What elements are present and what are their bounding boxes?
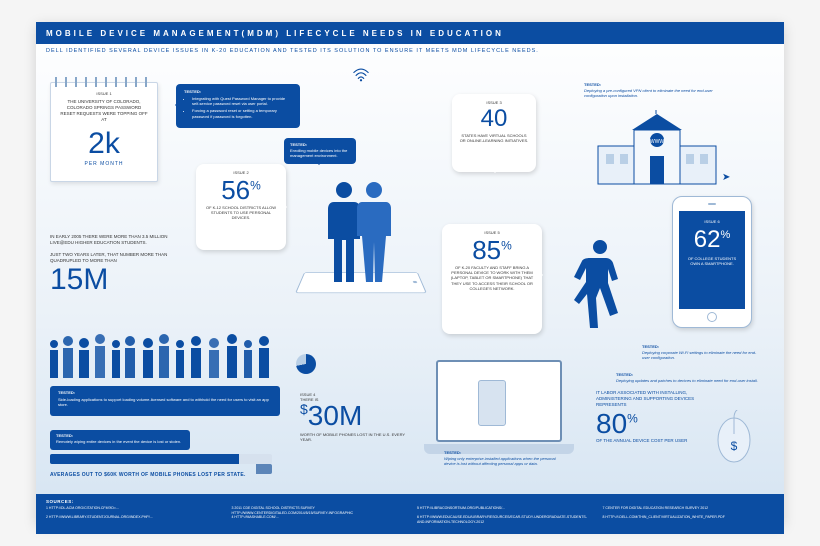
lead-text: IT LABOR ASSOCIATED WITH INSTALLING, ADM… (596, 390, 724, 408)
stat-value: 40 (452, 107, 536, 131)
stat-text: OF K-20 FACULTY AND STAFF BRING A PERSON… (442, 263, 542, 293)
tested-label: TESTED: (642, 344, 762, 349)
sources-label: SOURCES: (46, 499, 774, 504)
stat-value: 85% (442, 237, 542, 263)
tested-vpn-callout: TESTED: Deploying a pre-configured VPN c… (584, 82, 724, 99)
school-building-icon: WWW (592, 110, 722, 186)
phone-screen: ISSUE 6 62% OF COLLEGE STUDENTS OWN A SM… (679, 211, 745, 309)
tested-updates-callout: TESTED: Deploying updates and patches to… (616, 372, 766, 384)
tested-label: TESTED: (444, 450, 564, 455)
page-subtitle: DELL IDENTIFIED SEVERAL DEVICE ISSUES IN… (36, 44, 784, 54)
tested-text: Side-loading applications to support loa… (58, 397, 272, 407)
source-item: 4 HTTP://MASHABLE.COM/... (232, 515, 404, 524)
title-bar: MOBILE DEVICE MANAGEMENT(MDM) LIFECYCLE … (36, 22, 784, 44)
tested-text: Remotely wiping entire devices in the ev… (56, 440, 184, 445)
source-item: 7 CENTER FOR DIGITAL EDUCATION RESEARCH … (603, 506, 775, 515)
avg-text: AVERAGES OUT TO $60K WORTH OF MOBILE PHO… (50, 472, 246, 478)
notepad-2k-callout: ISSUE 1 THE UNIVERSITY OF COLORADO, COLO… (50, 82, 158, 182)
tested-text: Wiping only enterprise-installed applica… (444, 457, 564, 467)
tested-text: Deploying updates and patches to devices… (616, 379, 766, 384)
tested-text: Deploying a pre-configured VPN client to… (584, 89, 724, 99)
stat-2k: 2k (51, 129, 157, 159)
content-area: ISSUE 1 THE UNIVERSITY OF COLORADO, COLO… (36, 54, 784, 534)
tested-label: TESTED: (584, 82, 724, 87)
page-title: MOBILE DEVICE MANAGEMENT(MDM) LIFECYCLE … (46, 29, 504, 38)
stat-value: $30M (300, 402, 418, 430)
tested-enroll-callout: TESTED: Enrolling mobile devices into th… (284, 138, 356, 164)
tested-password-callout: TESTED: Integrating with Quest Password … (176, 84, 300, 128)
stat-value: 62% (679, 228, 745, 252)
source-item: 1 HTTP://DL.ACM.ORG/CITATION.CFM?ID=... (46, 506, 218, 515)
crowd-silhouette (48, 330, 284, 378)
progress-cap (256, 464, 272, 474)
intro-text: IN EARLY 2005 THERE WERE MORE THAN 3.5 M… (50, 234, 180, 246)
svg-text:WWW: WWW (650, 139, 664, 145)
tail-text: OF THE ANNUAL DEVICE COST PER USER (596, 438, 724, 444)
stat-15m-block: IN EARLY 2005 THERE WERE MORE THAN 3.5 M… (50, 234, 180, 295)
tablet-scene (296, 170, 426, 300)
tested-wifi-callout: TESTED: Deploying corporate Wi-Fi settin… (642, 344, 762, 361)
stat-value: 80% (596, 410, 724, 438)
walking-person-silhouette (572, 240, 620, 336)
stat-text: OF K-12 SCHOOL DISTRICTS ALLOW STUDENTS … (196, 203, 286, 223)
sources-row: 1 HTTP://DL.ACM.ORG/CITATION.CFM?ID=... … (46, 506, 774, 515)
lead-text: JUST TWO YEARS LATER, THAT NUMBER MORE T… (50, 252, 180, 264)
stat-value: 56% (196, 177, 286, 203)
sources-row: 2 HTTP://WWW.LIBRARY.STUDENTJOURNAL.ORG/… (46, 515, 774, 524)
tested-label: TESTED: (56, 433, 184, 438)
tested-wipe-callout: TESTED: Remotely wiping entire devices i… (50, 430, 190, 450)
source-item: 5 HTTP://LIBRACONSORTIUM.ORG/PUBLICATION… (417, 506, 589, 515)
tested-list: Integrating with Quest Password Manager … (184, 96, 292, 119)
tested-text: Deploying corporate Wi-Fi settings to el… (642, 351, 762, 361)
stat-15m: 15M (50, 265, 180, 295)
svg-text:$: $ (731, 439, 738, 453)
tested-label: TESTED: (58, 390, 272, 395)
stat-62-phone: ISSUE 6 62% OF COLLEGE STUDENTS OWN A SM… (672, 196, 752, 328)
stat-text: STATES HAVE VIRTUAL SCHOOLS OR ONLINE-LE… (452, 131, 536, 145)
wifi-icon (352, 68, 370, 82)
tested-sideload-callout: TESTED: Side-loading applications to sup… (50, 386, 280, 416)
stat-text: OF COLLEGE STUDENTS OWN A SMARTPHONE. (679, 252, 745, 270)
stat-85-callout: ISSUE 5 85% OF K-20 FACULTY AND STAFF BR… (442, 224, 542, 334)
stat-40-callout: ISSUE 3 40 STATES HAVE VIRTUAL SCHOOLS O… (452, 94, 536, 172)
stat-80-block: IT LABOR ASSOCIATED WITH INSTALLING, ADM… (596, 390, 724, 443)
tested-bullet: Forcing a password reset or setting a te… (192, 108, 292, 118)
source-item: 3 2011 CDE DIGITAL SCHOOL DISTRICTS SURV… (232, 506, 404, 515)
stat-text: WORTH OF MOBILE PHONES LOST IN THE U.S. … (300, 432, 418, 442)
stat-56-callout: ISSUE 2 56% OF K-12 SCHOOL DISTRICTS ALL… (196, 164, 286, 250)
issue-label: ISSUE 1 (51, 83, 157, 96)
pie-icon (296, 354, 316, 374)
mouse-icon: $ (714, 410, 754, 466)
source-item: 6 HTTP://WWW.EDUCAUSE.EDU/LIBRARY/RESOUR… (417, 515, 589, 524)
laptop-screen (436, 360, 562, 442)
issue-text: THE UNIVERSITY OF COLORADO, COLORADO SPR… (51, 96, 157, 125)
stat-unit: PER MONTH (51, 161, 157, 167)
issue-label: ISSUE 6 (679, 219, 745, 224)
source-item: 2 HTTP://WWW.LIBRARY.STUDENTJOURNAL.ORG/… (46, 515, 218, 524)
person-silhouette (356, 182, 392, 282)
cursor-icon: ➤ (722, 172, 730, 183)
source-item: 8 HTTP://I.DELL.COM/THIN_CLIENT/VIRTUALI… (603, 515, 775, 524)
progress-bar (50, 454, 272, 464)
tested-text: Enrolling mobile devices into the manage… (290, 149, 350, 159)
tested-bullet: Integrating with Quest Password Manager … (192, 96, 292, 106)
tested-label: TESTED: (616, 372, 766, 377)
infographic-page: MOBILE DEVICE MANAGEMENT(MDM) LIFECYCLE … (36, 22, 784, 524)
sources-bar: SOURCES: 1 HTTP://DL.ACM.ORG/CITATION.CF… (36, 494, 784, 534)
tested-label: TESTED: (184, 89, 292, 94)
stat-30m-block: ISSUE 4 THERE IS $30M WORTH OF MOBILE PH… (300, 392, 418, 442)
phone-in-laptop-icon (478, 380, 506, 426)
tested-label: TESTED: (290, 142, 350, 147)
tested-laptop-callout: TESTED: Wiping only enterprise-installed… (444, 450, 564, 467)
progress-fill (50, 454, 239, 464)
